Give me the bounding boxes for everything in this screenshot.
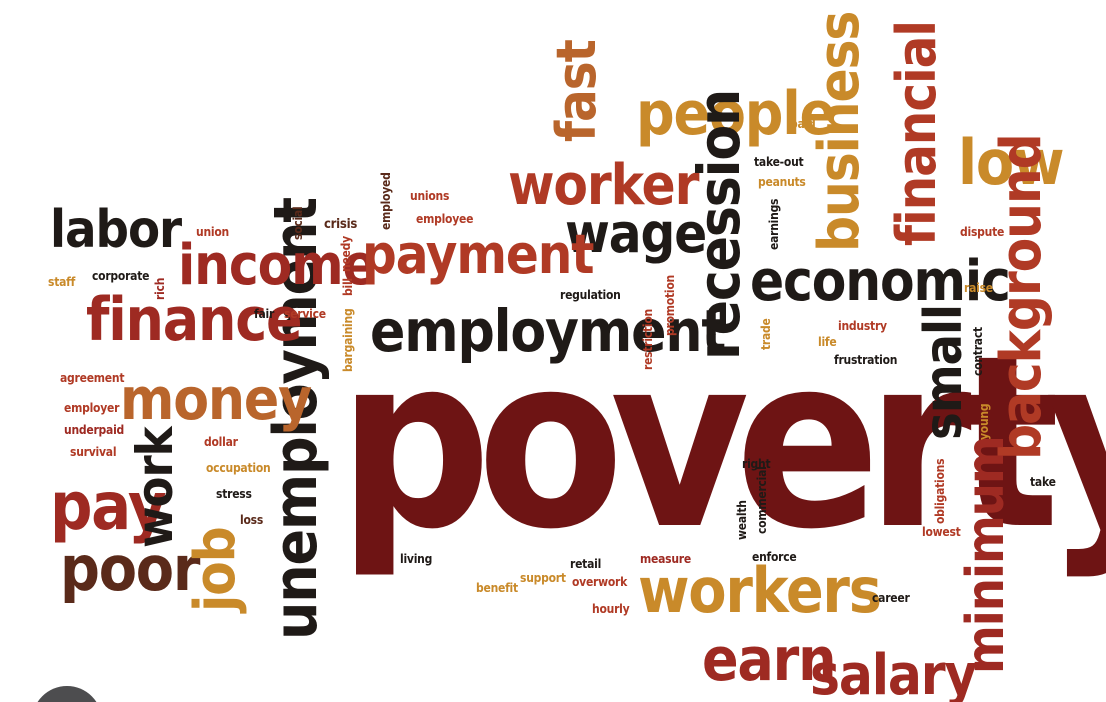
word-life: life xyxy=(818,335,837,349)
word-fair: fair xyxy=(254,307,275,321)
word-occupation: occupation xyxy=(206,461,271,475)
word-paid: paid xyxy=(790,117,816,131)
word-employment: employment xyxy=(370,297,726,365)
word-take-out: take-out xyxy=(754,155,804,169)
word-survival: survival xyxy=(70,445,117,459)
word-right: right xyxy=(742,457,771,471)
word-low: low xyxy=(958,126,1064,199)
word-minimum: minimum xyxy=(956,436,1016,674)
word-overwork: overwork xyxy=(572,575,628,589)
word-worker: worker xyxy=(508,153,699,218)
word-corporate: corporate xyxy=(92,269,150,283)
word-benefit: benefit xyxy=(476,581,518,595)
word-agreement: agreement xyxy=(60,371,125,385)
word-obligations: obligations xyxy=(933,458,947,524)
word-job: job xyxy=(183,527,248,612)
word-poverty: poverty xyxy=(338,305,1106,582)
word-workers: workers xyxy=(638,554,882,627)
word-service: service xyxy=(284,307,326,321)
word-dispute: dispute xyxy=(960,225,1005,239)
word-financial: financial xyxy=(885,21,948,246)
word-wage: wage xyxy=(565,202,707,265)
word-career: career xyxy=(872,591,910,605)
word-loss: loss xyxy=(240,513,264,527)
word-restriction: restriction xyxy=(641,309,655,370)
word-economic: economic xyxy=(750,249,1011,314)
word-commercial: commercial xyxy=(755,466,769,534)
word-underpaid: underpaid xyxy=(64,423,125,437)
word-employee: employee xyxy=(416,212,474,226)
word-raise: raise xyxy=(964,281,993,295)
word-bill: bill xyxy=(341,278,355,296)
word-staff: staff xyxy=(48,275,76,289)
word-income: income xyxy=(178,233,377,298)
word-retail: retail xyxy=(570,557,602,571)
word-money: money xyxy=(120,365,312,433)
word-crisis: crisis xyxy=(324,217,358,232)
word-work: work xyxy=(126,427,184,548)
word-young: young xyxy=(977,403,991,440)
word-peanuts: peanuts xyxy=(758,175,806,189)
corner-circle-button[interactable] xyxy=(32,686,102,702)
word-background: background xyxy=(989,134,1054,460)
word-pay: pay xyxy=(50,468,167,545)
word-contract: contract xyxy=(971,327,985,376)
word-small: small xyxy=(914,304,974,440)
word-take: take xyxy=(1030,475,1056,489)
word-earnings: earnings xyxy=(767,198,781,250)
word-bargaining: bargaining xyxy=(341,308,355,372)
word-lowest: lowest xyxy=(922,525,961,539)
word-business: business xyxy=(807,11,872,252)
word-unions: unions xyxy=(410,189,450,203)
word-measure: measure xyxy=(640,552,691,566)
word-dollar: dollar xyxy=(204,435,238,449)
word-promotion: promotion xyxy=(663,275,677,336)
word-labor: labor xyxy=(50,200,182,260)
word-trade: trade xyxy=(759,318,773,350)
word-union: union xyxy=(196,225,229,239)
word-enforce: enforce xyxy=(752,550,797,564)
word-social: social xyxy=(291,206,305,240)
word-finance: finance xyxy=(86,285,303,355)
word-payment: payment xyxy=(362,223,594,286)
word-fast: fast xyxy=(545,40,608,142)
word-stress: stress xyxy=(216,487,252,501)
word-wealth: wealth xyxy=(735,500,749,540)
word-needy: needy xyxy=(339,236,353,272)
word-poor: poor xyxy=(60,532,200,605)
word-support: support xyxy=(520,571,566,585)
word-employer: employer xyxy=(64,401,120,415)
word-salary: salary xyxy=(810,643,977,702)
word-employed: employed xyxy=(379,172,393,230)
word-hourly: hourly xyxy=(592,602,630,616)
word-rich: rich xyxy=(153,277,167,300)
word-industry: industry xyxy=(838,319,887,333)
word-frustration: frustration xyxy=(834,353,898,367)
word-people: people xyxy=(636,79,836,149)
word-earn: earn xyxy=(702,625,837,695)
word-recession: recession xyxy=(685,89,753,360)
word-regulation: regulation xyxy=(560,288,621,302)
word-living: living xyxy=(400,552,433,566)
